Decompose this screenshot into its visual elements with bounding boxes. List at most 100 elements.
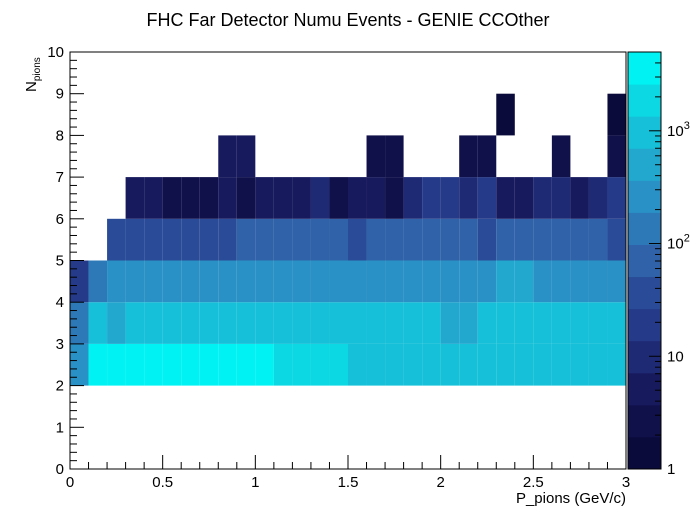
- heatmap-cell: [181, 343, 200, 386]
- x-tick-label: 0.5: [152, 474, 173, 491]
- heatmap-cell: [477, 302, 497, 344]
- heatmap-cell: [181, 177, 200, 219]
- heatmap-cell: [403, 343, 423, 386]
- heatmap-cell: [255, 218, 274, 261]
- heatmap-cell: [236, 343, 256, 386]
- heatmap-cell: [477, 135, 497, 178]
- heatmap-cell: [403, 260, 423, 303]
- heatmap-cell: [533, 343, 552, 386]
- heatmap-cell: [199, 260, 219, 303]
- colorbar-segment: [628, 308, 661, 342]
- heatmap-cell: [273, 260, 293, 303]
- heatmap-cell: [218, 302, 237, 344]
- heatmap-cell: [551, 260, 571, 303]
- heatmap-cell: [366, 260, 386, 303]
- heatmap-cell: [496, 93, 515, 136]
- heatmap-cell: [440, 302, 460, 344]
- y-axis-label: Npions: [23, 57, 43, 92]
- heatmap-cell: [70, 302, 89, 344]
- heatmap-cell: [273, 343, 293, 386]
- heatmap-cell: [533, 218, 552, 261]
- colorbar-segment: [628, 372, 661, 406]
- y-axis-label-sub: pions: [32, 57, 43, 81]
- heatmap-cell: [440, 343, 460, 386]
- heatmap-cell: [459, 218, 478, 261]
- heatmap-cell: [440, 177, 460, 219]
- heatmap-cell: [570, 302, 589, 344]
- heatmap-cell: [348, 260, 367, 303]
- heatmap-cell: [514, 177, 534, 219]
- heatmap-cell: [422, 260, 441, 303]
- heatmap-cell: [162, 218, 182, 261]
- heatmap-cell: [496, 260, 515, 303]
- heatmap-cell: [459, 302, 478, 344]
- heatmap-cell: [422, 177, 441, 219]
- heatmap-cell: [162, 177, 182, 219]
- heatmap-cell: [588, 177, 608, 219]
- heatmap-cell: [514, 343, 534, 386]
- heatmap-cell: [199, 177, 219, 219]
- heatmap-cell: [255, 177, 274, 219]
- heatmap-cell: [236, 302, 256, 344]
- heatmap-cell: [385, 343, 404, 386]
- heatmap-cell: [477, 260, 497, 303]
- heatmap-cell: [236, 135, 256, 178]
- heatmap-cell: [348, 302, 367, 344]
- heatmap-cell: [551, 177, 571, 219]
- heatmap-cell: [440, 260, 460, 303]
- heatmap-cell: [514, 218, 534, 261]
- heatmap-cell: [218, 218, 237, 261]
- colorbar-segment: [628, 436, 661, 470]
- heatmap-cell: [588, 218, 608, 261]
- heatmap-cell: [107, 260, 126, 303]
- x-tick-label: 0: [66, 474, 74, 491]
- y-tick-label: 6: [56, 211, 64, 228]
- heatmap-cell: [181, 260, 200, 303]
- colorbar-segment: [628, 116, 661, 149]
- heatmap-cell: [310, 177, 330, 219]
- heatmap-cell: [236, 260, 256, 303]
- heatmap-cell: [570, 260, 589, 303]
- y-axis: 0 1 2 3 4 5 6 7 8 9 10: [47, 44, 84, 478]
- y-axis-label-main: N: [23, 81, 40, 92]
- heatmap-cell: [477, 177, 497, 219]
- heatmap-cell: [255, 302, 274, 344]
- heatmap-cell: [366, 218, 386, 261]
- heatmap-cell: [310, 260, 330, 303]
- heatmap-cell: [273, 302, 293, 344]
- chart-title: FHC Far Detector Numu Events - GENIE CCO…: [146, 10, 549, 30]
- heatmap-cell: [273, 218, 293, 261]
- heatmap-cell: [607, 177, 626, 219]
- heatmap-cell: [218, 343, 237, 386]
- heatmap-cell: [107, 302, 126, 344]
- heatmap-cell: [477, 343, 497, 386]
- heatmap-cell: [348, 177, 367, 219]
- heatmap-cell: [199, 343, 219, 386]
- heatmap-cell: [422, 343, 441, 386]
- y-tick-label: 1: [56, 419, 64, 436]
- heatmap-cell: [88, 302, 108, 344]
- heatmap-cell: [403, 177, 423, 219]
- heatmap-cell: [310, 343, 330, 386]
- heatmap-cell: [144, 260, 163, 303]
- colorbar-segment: [628, 84, 661, 117]
- y-tick-label: 10: [47, 44, 64, 61]
- heatmap-cell: [329, 343, 348, 386]
- y-tick-label: 3: [56, 336, 64, 353]
- heatmap-cell: [329, 218, 348, 261]
- heatmap-cell: [551, 218, 571, 261]
- heatmap-cell: [329, 302, 348, 344]
- heatmap-cell: [107, 218, 126, 261]
- y-tick-label: 8: [56, 127, 64, 144]
- y-tick-label: 5: [56, 253, 64, 270]
- heatmap-cell: [310, 218, 330, 261]
- heatmap-cell: [125, 302, 145, 344]
- y-tick-label: 7: [56, 169, 64, 186]
- heatmap-cell: [588, 302, 608, 344]
- heatmap-cell: [607, 302, 626, 344]
- heatmap-cell: [144, 177, 163, 219]
- heatmap-cell: [255, 343, 274, 386]
- heatmap-cell: [551, 343, 571, 386]
- heatmap-cell: [292, 218, 311, 261]
